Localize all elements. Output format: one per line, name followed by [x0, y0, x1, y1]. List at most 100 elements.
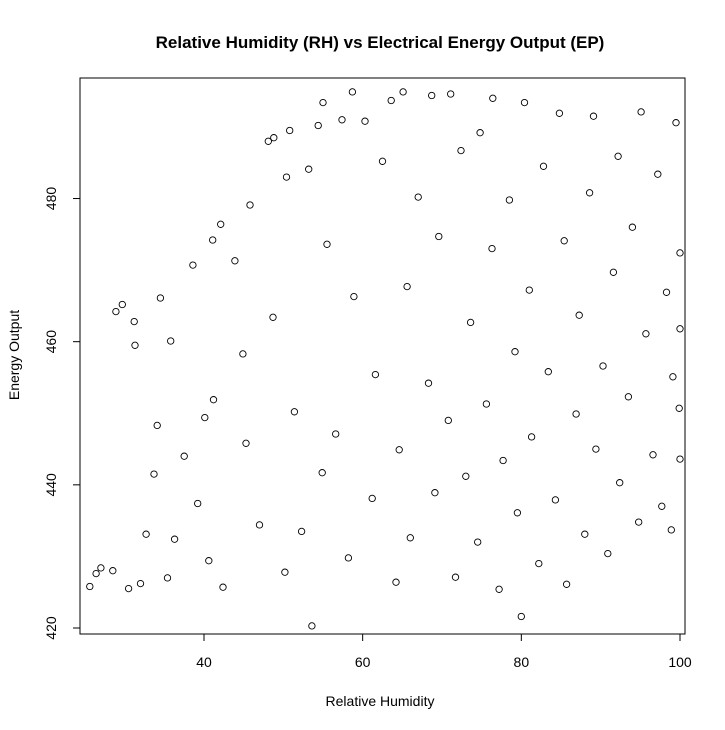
- data-point: [242, 439, 250, 447]
- data-point: [209, 236, 217, 244]
- data-point: [344, 554, 353, 562]
- data-point: [156, 294, 165, 302]
- data-point: [167, 337, 175, 345]
- data-point: [424, 379, 433, 387]
- data-point: [604, 549, 612, 558]
- data-point: [654, 170, 662, 178]
- y-axis-label: Energy Output: [6, 310, 22, 400]
- data-point: [112, 307, 120, 316]
- data-point: [314, 121, 322, 130]
- data-point: [637, 108, 645, 116]
- data-point: [142, 530, 150, 538]
- y-tick-label: 480: [43, 187, 59, 211]
- data-point: [614, 152, 622, 160]
- data-point: [628, 223, 637, 231]
- data-point: [118, 300, 126, 309]
- data-point: [392, 578, 400, 586]
- data-point: [513, 509, 522, 517]
- data-point: [562, 580, 571, 588]
- data-point: [499, 456, 507, 465]
- data-point: [435, 232, 443, 241]
- data-point: [308, 622, 316, 630]
- data-point: [290, 408, 299, 416]
- data-point: [535, 559, 543, 568]
- data-point: [675, 404, 683, 412]
- data-point: [86, 582, 94, 591]
- data-point: [482, 400, 491, 408]
- data-point: [517, 612, 525, 621]
- data-point: [457, 146, 465, 155]
- data-point: [136, 579, 145, 588]
- data-point: [378, 157, 387, 165]
- points-layer: [86, 88, 684, 630]
- data-point: [209, 396, 218, 404]
- data-point: [361, 117, 369, 125]
- data-point: [387, 96, 395, 105]
- data-point: [589, 112, 598, 120]
- data-point: [350, 292, 358, 301]
- data-point: [246, 201, 254, 209]
- data-point: [348, 88, 357, 96]
- data-point: [97, 564, 105, 572]
- data-point: [131, 341, 139, 349]
- data-point: [669, 373, 677, 381]
- data-point: [592, 445, 600, 453]
- data-point: [270, 134, 278, 142]
- y-tick-label: 460: [43, 330, 59, 354]
- data-point: [368, 494, 376, 503]
- data-point: [466, 318, 475, 327]
- y-tick-label: 420: [43, 616, 59, 640]
- data-point: [495, 585, 503, 593]
- data-point: [109, 567, 117, 575]
- data-point: [476, 129, 484, 137]
- data-point: [447, 90, 455, 98]
- data-point: [599, 362, 607, 370]
- data-point: [544, 368, 552, 376]
- data-point: [676, 455, 684, 463]
- data-point: [488, 244, 496, 253]
- data-point: [581, 530, 589, 538]
- plot-frame: [79, 77, 686, 635]
- data-point: [662, 288, 671, 296]
- data-point: [609, 268, 618, 276]
- data-point: [551, 496, 560, 504]
- data-point: [269, 313, 277, 321]
- data-point: [672, 119, 680, 127]
- data-point: [150, 470, 158, 478]
- x-tick-label: 80: [514, 654, 530, 670]
- chart-title: Relative Humidity (RH) vs Electrical Ene…: [156, 33, 605, 52]
- data-point: [217, 220, 225, 228]
- data-point: [505, 196, 514, 204]
- data-point: [395, 446, 403, 454]
- data-point: [318, 469, 326, 477]
- data-point: [539, 162, 548, 170]
- data-point: [92, 569, 100, 578]
- data-point: [572, 410, 580, 418]
- data-point: [332, 430, 340, 438]
- x-tick-label: 60: [355, 654, 371, 670]
- data-point: [527, 433, 536, 441]
- data-point: [201, 413, 209, 422]
- data-point: [658, 502, 666, 510]
- data-point: [635, 518, 643, 526]
- data-point: [520, 98, 529, 107]
- data-point: [281, 568, 289, 576]
- data-point: [444, 416, 452, 425]
- data-point: [649, 451, 657, 459]
- y-axis: 420 440 460 480: [43, 187, 81, 640]
- data-point: [194, 499, 202, 508]
- data-point: [255, 521, 264, 529]
- x-tick-label: 40: [196, 654, 212, 670]
- data-point: [319, 98, 327, 107]
- data-point: [616, 479, 624, 487]
- data-point: [667, 526, 675, 534]
- data-point: [489, 94, 497, 102]
- data-point: [575, 311, 583, 319]
- data-point: [624, 393, 633, 401]
- data-point: [305, 165, 313, 173]
- data-point: [474, 538, 482, 546]
- data-point: [676, 249, 684, 257]
- data-point: [525, 286, 533, 294]
- data-point: [451, 573, 460, 581]
